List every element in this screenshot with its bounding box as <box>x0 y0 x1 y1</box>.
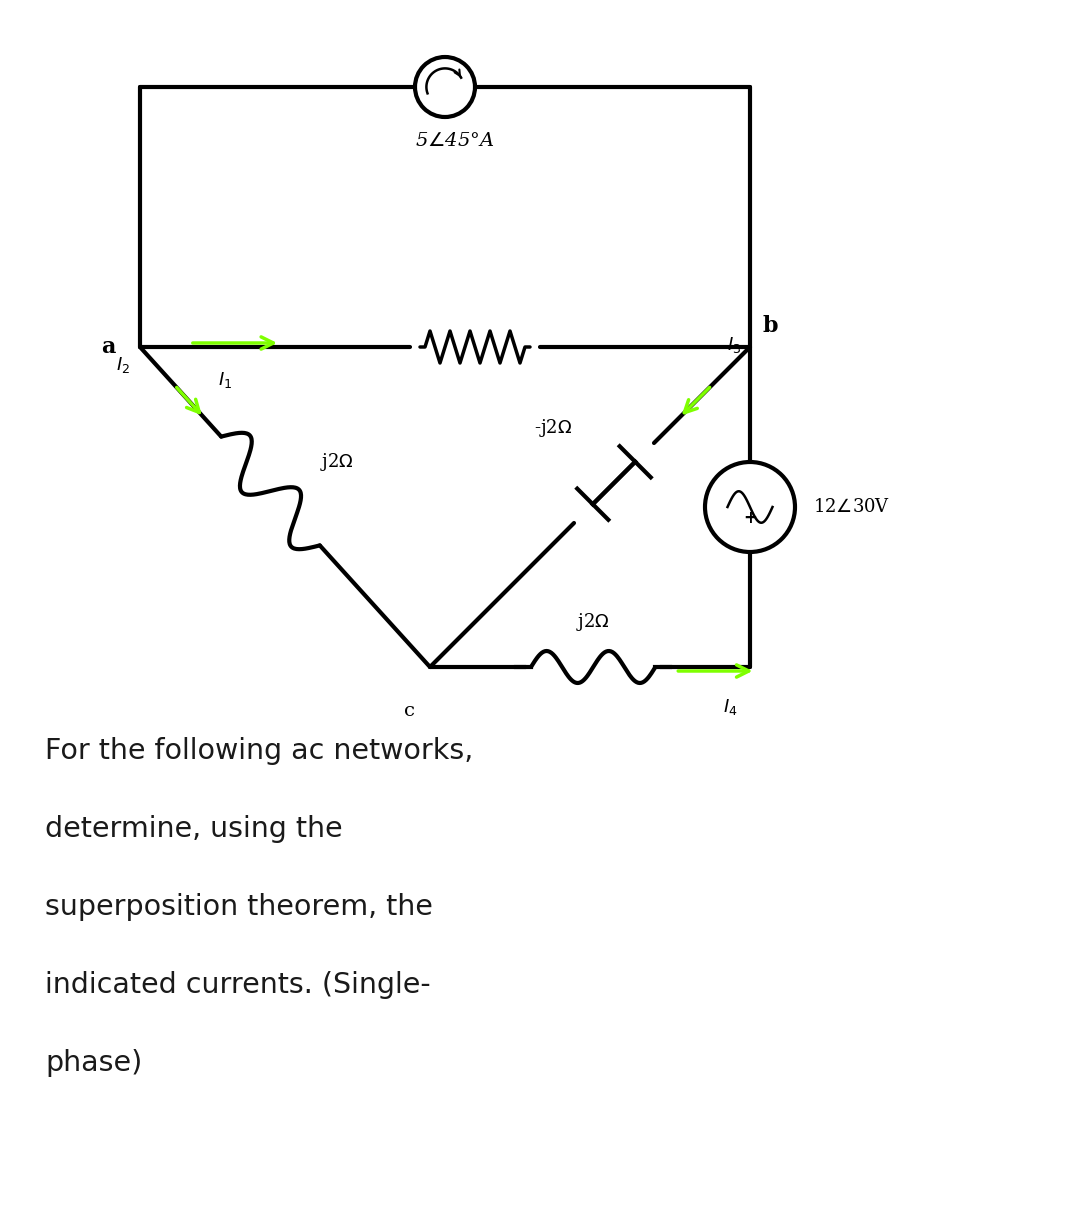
Text: j2$\Omega$: j2$\Omega$ <box>320 451 354 473</box>
Text: -j2$\Omega$: -j2$\Omega$ <box>534 416 572 439</box>
Text: 12$\angle$30V: 12$\angle$30V <box>812 498 890 517</box>
Text: For the following ac networks,: For the following ac networks, <box>45 737 474 765</box>
Text: j2$\Omega$: j2$\Omega$ <box>576 611 610 632</box>
Text: $I_3$: $I_3$ <box>726 336 741 355</box>
Text: a: a <box>100 336 115 358</box>
Text: b: b <box>762 315 778 337</box>
Text: +: + <box>743 509 757 527</box>
Text: $I_2$: $I_2$ <box>115 355 129 375</box>
Text: $I_1$: $I_1$ <box>218 371 232 390</box>
Text: phase): phase) <box>45 1049 142 1077</box>
Text: superposition theorem, the: superposition theorem, the <box>45 893 433 921</box>
Text: indicated currents. (Single-: indicated currents. (Single- <box>45 970 431 999</box>
Text: determine, using the: determine, using the <box>45 815 343 842</box>
Text: 5$\angle$45°A: 5$\angle$45°A <box>415 132 495 150</box>
Text: c: c <box>404 702 415 721</box>
Text: $I_4$: $I_4$ <box>723 696 738 717</box>
